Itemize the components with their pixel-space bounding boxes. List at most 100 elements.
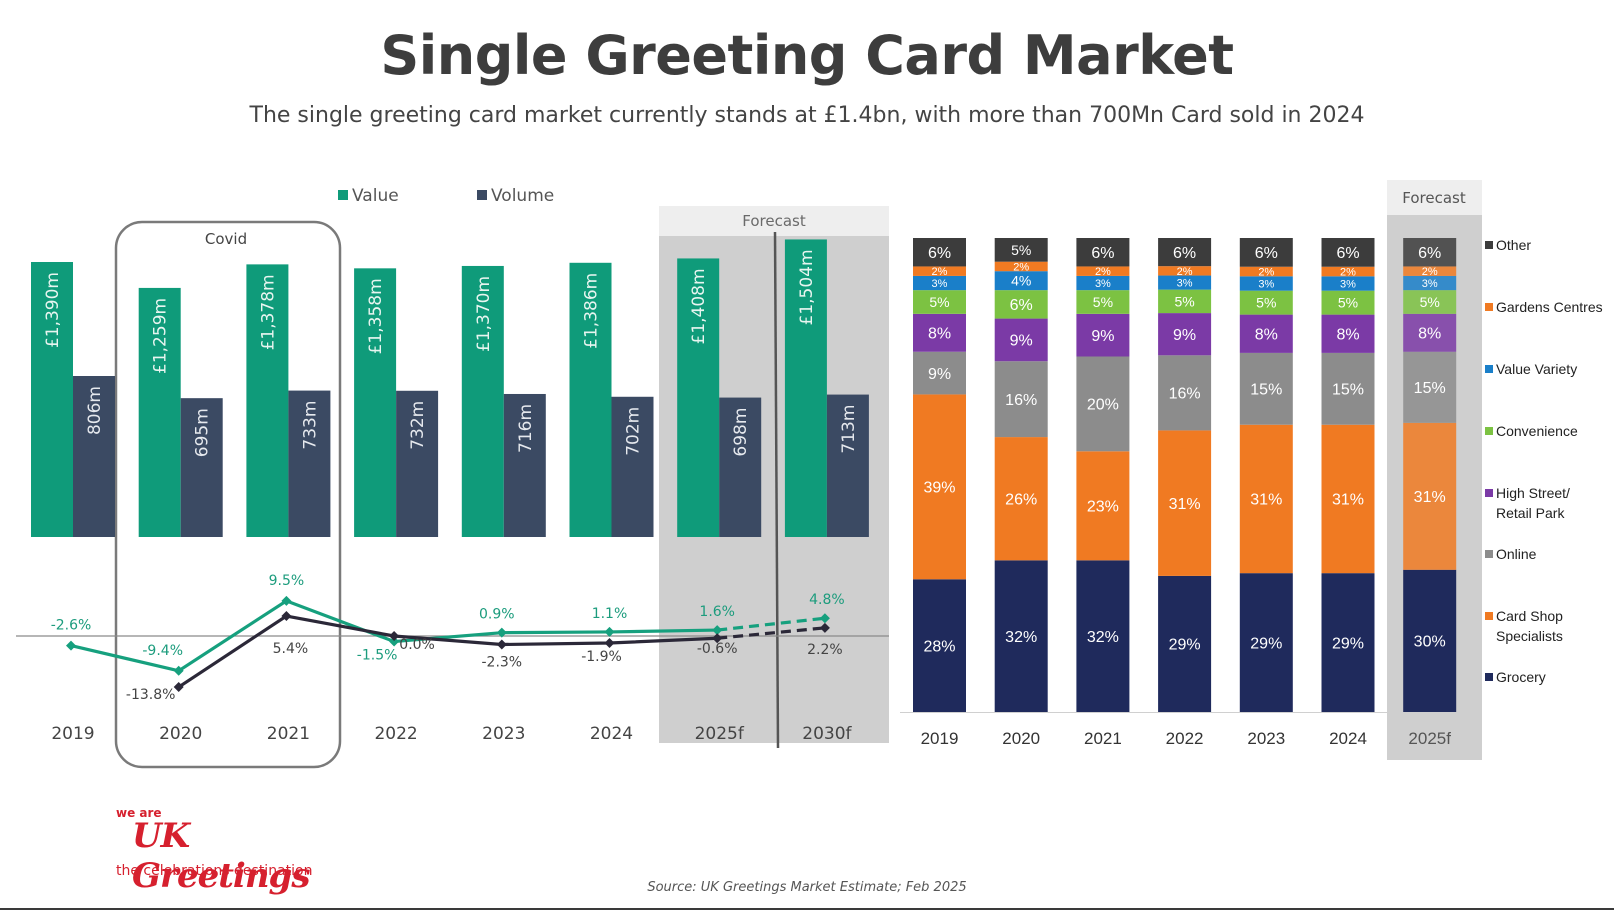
stack-segment [994,318,1048,362]
stack-segment [1321,238,1375,267]
source-note: Source: UK Greetings Market Estimate; Fe… [647,880,967,895]
stack-segment-label: 2% [1340,266,1356,278]
stack-segment-label: 2% [1422,266,1438,278]
growth-data-label: -2.6% [51,618,92,634]
stack-segment [913,351,966,395]
stack-segment [1076,266,1130,276]
stack-segment-label: 31% [1250,492,1282,509]
stack-segment [1403,313,1457,352]
stack-segment-label: 6% [1010,297,1033,314]
bar-volume [180,398,223,537]
stack-segment [1158,275,1212,290]
channel-legend-label: Gardens Centres [1496,299,1603,315]
stack-segment [1076,451,1130,561]
channel-legend-swatch [1485,365,1493,373]
bar-volume [826,394,869,537]
bar-volume [503,393,546,537]
bar-value-label: £1,390m [43,272,63,348]
stack-segment [1239,352,1293,425]
stack-segment-label: 8% [928,326,951,343]
stack-segment-label: 2% [1013,261,1029,273]
stack-segment [1076,313,1130,357]
covid-label: Covid [205,230,247,248]
channel-year-label: 2025f [1408,729,1451,748]
growth-marker [173,682,184,693]
stack-segment-label: 29% [1169,637,1201,654]
channel-year-label: 2022 [1166,729,1204,748]
stack-segment-label: 15% [1250,382,1282,399]
bar-value [138,287,181,537]
growth-marker [819,613,830,624]
stack-segment-label: 2% [932,266,948,278]
stack-segment-label: 30% [1414,634,1446,651]
stack-segment-label: 9% [928,366,951,383]
channel-legend-label: Grocery [1496,669,1546,685]
stack-segment-label: 8% [1255,327,1278,344]
bar-volume [288,390,331,537]
growth-marker [281,611,292,622]
growth-data-label: -9.4% [142,643,183,659]
stack-segment-label: 2% [1095,266,1111,278]
stack-segment [1239,276,1293,291]
bar-value-label: £1,378m [258,274,278,350]
bar-value-label: £1,504m [797,249,817,325]
stack-segment [1239,238,1293,267]
stack-segment [1158,289,1212,314]
growth-data-label: -0.6% [697,641,738,657]
channel-year-label: 2021 [1084,729,1122,748]
stack-segment [994,290,1048,319]
growth-marker [712,625,723,636]
stack-segment [913,313,966,352]
uk-greetings-logo: we are UK Greetings the celebrations des… [116,806,346,896]
stack-segment [913,238,966,267]
channel-legend-swatch [1485,612,1493,620]
stack-segment [994,361,1048,438]
stack-segment-label: 5% [929,294,949,310]
stack-segment [1321,290,1375,315]
stack-segment-label: 9% [1010,333,1033,350]
stack-segment-label: 39% [923,480,955,497]
stack-segment [1076,356,1130,452]
growth-marker [281,595,292,606]
stack-segment-label: 32% [1005,629,1037,646]
bar-value [569,262,612,537]
growth-marker [712,633,723,644]
growth-data-label: 1.1% [592,606,628,622]
growth-marker [604,626,615,637]
channel-year-label: 2023 [1247,729,1285,748]
stack-segment-label: 3% [1258,278,1274,290]
stack-segment-label: 32% [1087,629,1119,646]
channel-legend-label: Other [1496,237,1531,253]
bar-value-label: £1,386m [582,273,602,349]
stack-segment [994,437,1048,561]
stack-segment-label: 3% [932,278,948,290]
growth-data-label: 4.8% [809,592,845,608]
stack-segment [1239,290,1293,315]
stack-segment-label: 2% [1258,266,1274,278]
stack-segment-label: 26% [1005,491,1037,508]
logo-we-are: we are [116,806,162,820]
growth-data-label: -1.5% [357,648,398,664]
channel-legend-label: Card Shop [1496,608,1563,624]
channel-legend-swatch [1485,550,1493,558]
growth-marker [819,622,830,633]
channel-legend-label: Online [1496,546,1537,562]
forecast-divider [773,231,780,749]
stack-segment [1076,238,1130,267]
year-tick-label: 2022 [374,724,417,744]
legend-swatch-volume [477,190,487,200]
stack-segment [1239,314,1293,353]
forecast-label: Forecast [742,212,806,230]
stack-segment [1239,266,1293,277]
stack-segment-label: 31% [1169,496,1201,513]
stack-segment-label: 31% [1414,489,1446,506]
stack-segment-label: 9% [1173,327,1196,344]
stack-segment [1403,569,1457,712]
growth-marker [496,627,507,638]
growth-forecast-line-1 [717,626,826,640]
stack-segment [913,266,966,276]
year-tick-label: 2025f [695,724,745,744]
growth-data-label: -2.3% [481,655,522,671]
stack-segment-label: 6% [928,245,951,262]
growth-data-label: 9.5% [269,573,305,589]
